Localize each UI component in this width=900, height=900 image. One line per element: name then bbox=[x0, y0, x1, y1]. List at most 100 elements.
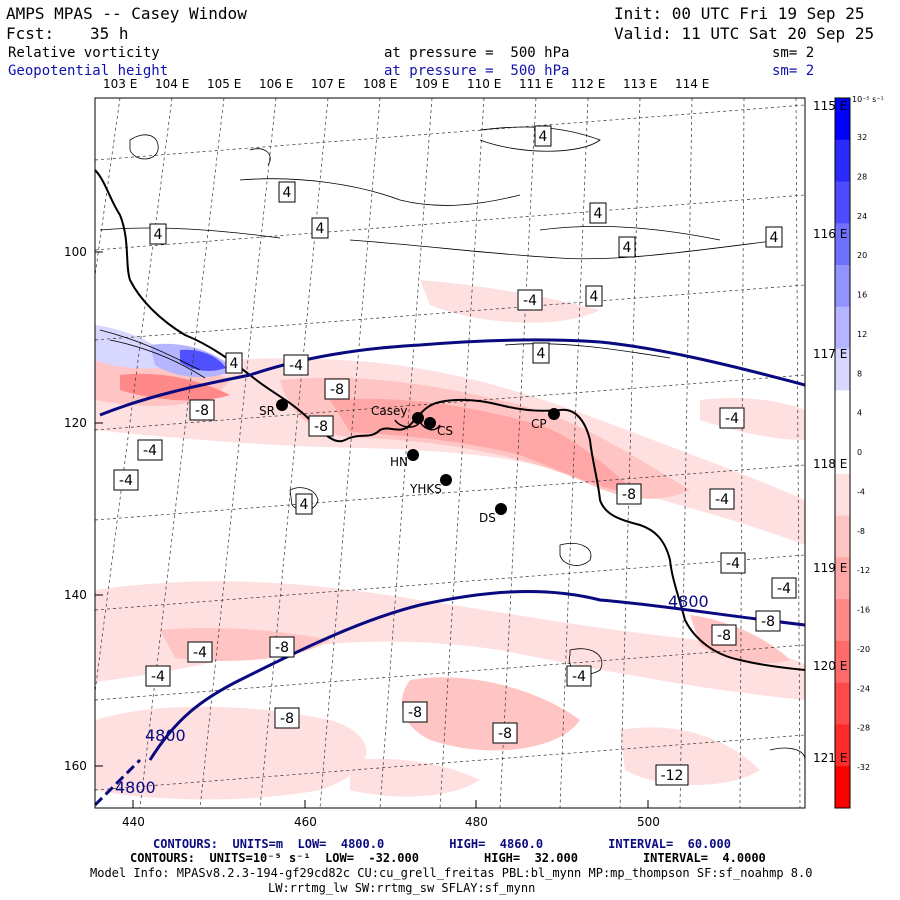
lon-label-119: 119 E bbox=[813, 561, 848, 575]
colorbar-tick: 16 bbox=[857, 291, 867, 300]
coastline bbox=[95, 169, 805, 671]
station-label-hn: HN bbox=[390, 455, 408, 469]
lon-label-105: 105 E bbox=[207, 77, 242, 91]
vorticity-label-text: -4 bbox=[151, 669, 165, 685]
colorbar-tick: -4 bbox=[857, 487, 865, 496]
lon-label-114: 114 E bbox=[675, 77, 710, 91]
station-dot-yhks bbox=[440, 474, 452, 486]
lon-label-110: 110 E bbox=[467, 77, 502, 91]
colorbar-tick: -16 bbox=[857, 606, 870, 615]
vorticity-label: 4 bbox=[311, 217, 329, 239]
vorticity-label: 4 bbox=[295, 493, 313, 515]
lon-label-109: 109 E bbox=[415, 77, 450, 91]
vorticity-label: -8 bbox=[189, 399, 215, 421]
lon-label-111: 111 E bbox=[519, 77, 554, 91]
vorticity-label-text: -4 bbox=[289, 358, 303, 374]
colorbar: 32 28 24 20 16 12 8 4 0 -4 -8 -12 -16 -20 -24 -28 -32 bbox=[834, 97, 870, 809]
vorticity-label: -8 bbox=[616, 483, 642, 505]
vorticity-label: 4 bbox=[225, 352, 243, 374]
height-label-3: 4800 bbox=[115, 778, 156, 797]
vorticity-label: -4 bbox=[113, 469, 139, 491]
vorticity-label-text: -8 bbox=[280, 711, 294, 727]
lon-label-115: 115 E bbox=[813, 99, 848, 113]
colorbar-tick: -20 bbox=[857, 645, 870, 654]
y-tick-120: 120 bbox=[64, 416, 87, 430]
field1-name: Relative vorticity bbox=[8, 45, 160, 61]
station-label-ds: DS bbox=[479, 511, 496, 525]
lon-label-103: 103 E bbox=[103, 77, 138, 91]
lon-label-104: 104 E bbox=[155, 77, 190, 91]
colorbar-tick: 4 bbox=[857, 409, 862, 418]
colorbar-swatch bbox=[835, 599, 850, 642]
vorticity-label: 4 bbox=[278, 181, 296, 203]
vorticity-label-text: 4 bbox=[594, 206, 603, 222]
vorticity-label: 4 bbox=[618, 236, 636, 258]
vorticity-labels: 4 4 4 4 4 4 4 4 4 4 4 -4 -4 -4 -4 -4 -4 -4 -4 -8 -8 -8 -8 -8 -8 -… bbox=[113, 125, 797, 786]
height-label-2: 4800 bbox=[145, 726, 186, 745]
vorticity-label: -8 bbox=[492, 722, 518, 744]
colorbar-swatch bbox=[835, 223, 850, 266]
station-label-cp: CP bbox=[531, 417, 547, 431]
colorbar-swatch bbox=[835, 181, 850, 224]
vorticity-label: -4 bbox=[709, 488, 735, 510]
vorticity-label-text: 4 bbox=[230, 356, 239, 372]
vorticity-label: -4 bbox=[283, 354, 309, 376]
vorticity-label: -4 bbox=[187, 641, 213, 663]
vorticity-label: 4 bbox=[532, 342, 550, 364]
colorbar-tick: 0 bbox=[857, 448, 862, 457]
station-label-cs: CS bbox=[437, 424, 453, 438]
colorbar-swatch bbox=[835, 640, 850, 684]
colorbar-swatch bbox=[835, 515, 850, 558]
footer-model-info-2: LW:rrtmg_lw SW:rrtmg_sw SFLAY:sf_mynn bbox=[268, 881, 536, 895]
colorbar-frame bbox=[834, 97, 851, 809]
vorticity-label-text: -8 bbox=[761, 614, 775, 630]
colorbar-swatch bbox=[835, 306, 850, 350]
station-dot-casey bbox=[412, 412, 424, 424]
plot-title: AMPS MPAS -- Casey Window bbox=[6, 4, 247, 23]
colorbar-swatch bbox=[835, 432, 850, 475]
lon-label-121: 121 E bbox=[813, 751, 848, 765]
footer-vorticity-contours: CONTOURS: UNITS=10⁻⁵ s⁻¹ LOW= -32.000 HI… bbox=[130, 851, 766, 865]
vorticity-label: -4 bbox=[566, 665, 592, 687]
lon-label-118: 118 E bbox=[813, 457, 848, 471]
forecast-hours: 35 h bbox=[90, 24, 129, 43]
vorticity-label-text: -8 bbox=[195, 403, 209, 419]
vorticity-label: 4 bbox=[765, 226, 783, 248]
lon-label-116: 116 E bbox=[813, 227, 848, 241]
vorticity-label-text: -8 bbox=[717, 628, 731, 644]
vorticity-label-text: -4 bbox=[572, 669, 586, 685]
vorticity-label: -12 bbox=[655, 764, 689, 786]
colorbar-swatch bbox=[835, 682, 850, 725]
vorticity-label-text: -8 bbox=[408, 705, 422, 721]
colorbar-swatch bbox=[835, 557, 850, 600]
vorticity-label: -4 bbox=[145, 665, 171, 687]
y-tick-100: 100 bbox=[64, 245, 87, 259]
vorticity-label: 4 bbox=[534, 125, 552, 147]
vorticity-label: -4 bbox=[517, 289, 543, 311]
lon-label-107: 107 E bbox=[311, 77, 346, 91]
y-tick-160: 160 bbox=[64, 759, 87, 773]
vorticity-label-text: -4 bbox=[715, 492, 729, 508]
vorticity-label-text: 4 bbox=[283, 185, 292, 201]
x-tick-440: 440 bbox=[122, 815, 145, 829]
vorticity-label-text: -8 bbox=[330, 382, 344, 398]
colorbar-swatch bbox=[835, 390, 850, 433]
station-dot-hn bbox=[407, 449, 419, 461]
lon-label-106: 106 E bbox=[259, 77, 294, 91]
station-dot-ds bbox=[495, 503, 507, 515]
colorbar-units: 10⁻⁵ s⁻¹ bbox=[852, 95, 884, 104]
colorbar-swatch bbox=[835, 724, 850, 767]
vorticity-label-text: 4 bbox=[154, 227, 163, 243]
station-label-sr: SR bbox=[259, 404, 275, 418]
vorticity-label-text: 4 bbox=[300, 497, 309, 513]
y-tick-140: 140 bbox=[64, 588, 87, 602]
vorticity-label: -8 bbox=[402, 701, 428, 723]
map-area: 4 4 4 4 4 4 4 4 4 4 4 -4 -4 -4 -4 -4 -4 -4 -4 -8 -8 -8 -8 -8 -8 -… bbox=[95, 98, 805, 808]
vorticity-label-text: -4 bbox=[777, 581, 791, 597]
vorticity-label-text: -8 bbox=[622, 487, 636, 503]
colorbar-tick: 12 bbox=[857, 330, 867, 339]
vorticity-label: 4 bbox=[149, 223, 167, 245]
lon-label-117: 117 E bbox=[813, 347, 848, 361]
x-tick-460: 460 bbox=[294, 815, 317, 829]
